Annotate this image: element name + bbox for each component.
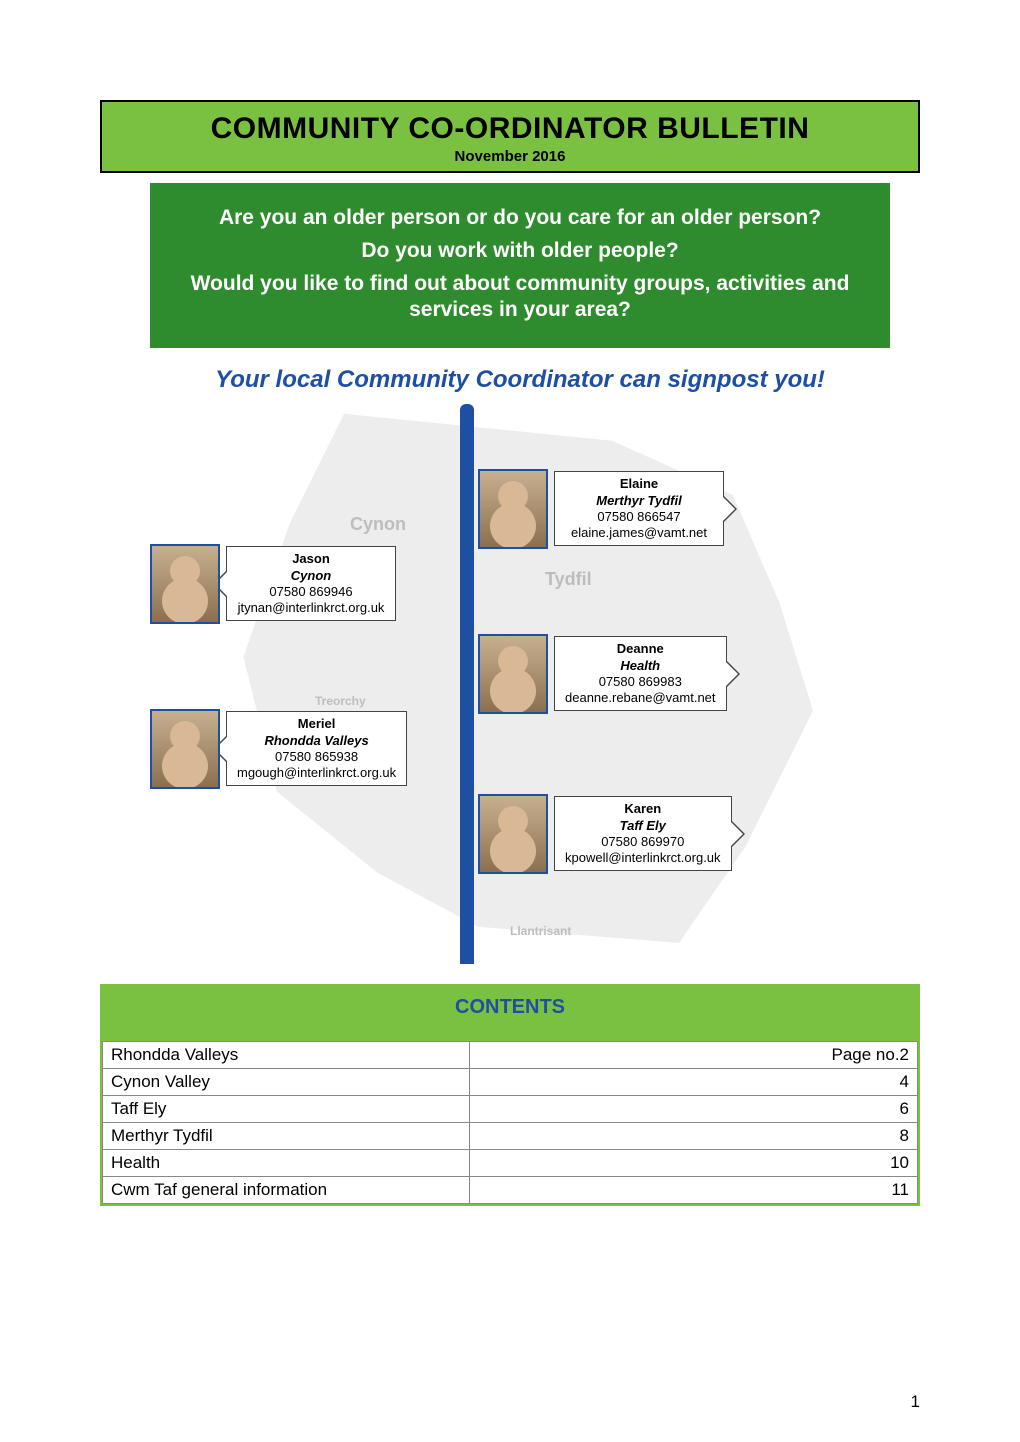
contents-box: CONTENTS Rhondda ValleysPage no.2Cynon V… — [100, 984, 920, 1206]
coordinator-tag: ElaineMerthyr Tydfil07580 866547elaine.j… — [554, 471, 724, 546]
coordinator-elaine: ElaineMerthyr Tydfil07580 866547elaine.j… — [478, 469, 724, 549]
contents-page: 4 — [469, 1068, 917, 1095]
coordinator-deanne: DeanneHealth07580 869983deanne.rebane@va… — [478, 634, 727, 714]
coordinator-phone: 07580 865938 — [237, 749, 396, 765]
contents-table: Rhondda ValleysPage no.2Cynon Valley4Taf… — [102, 1041, 918, 1204]
intro-banner: Are you an older person or do you care f… — [150, 183, 890, 348]
coordinator-name: Meriel — [237, 716, 396, 732]
coordinator-name: Elaine — [565, 476, 713, 492]
coordinator-area: Merthyr Tydfil — [565, 493, 713, 509]
banner-q3: Would you like to find out about communi… — [190, 271, 850, 321]
coordinator-jason: JasonCynon07580 869946jtynan@interlinkrc… — [150, 544, 396, 624]
coordinator-karen: KarenTaff Ely07580 869970kpowell@interli… — [478, 794, 732, 874]
coordinator-photo — [150, 544, 220, 624]
bulletin-title: COMMUNITY CO-ORDINATOR BULLETIN — [102, 112, 918, 146]
coordinator-tag: JasonCynon07580 869946jtynan@interlinkrc… — [226, 546, 396, 621]
coordinator-name: Jason — [237, 551, 385, 567]
map-vertical-bar — [460, 404, 474, 964]
contents-label: Health — [103, 1149, 470, 1176]
contents-row: Cynon Valley4 — [103, 1068, 918, 1095]
coordinator-area: Taff Ely — [565, 818, 721, 834]
contents-label: Rhondda Valleys — [103, 1041, 470, 1068]
coordinator-area: Rhondda Valleys — [237, 733, 396, 749]
contents-page: 8 — [469, 1122, 917, 1149]
banner-q2: Do you work with older people? — [190, 238, 850, 263]
coordinator-name: Karen — [565, 801, 721, 817]
coordinator-tag: DeanneHealth07580 869983deanne.rebane@va… — [554, 636, 727, 711]
contents-label: Cynon Valley — [103, 1068, 470, 1095]
page-number: 1 — [911, 1392, 920, 1412]
coordinator-phone: 07580 866547 — [565, 509, 713, 525]
coordinator-photo — [478, 794, 548, 874]
contents-label: Merthyr Tydfil — [103, 1122, 470, 1149]
contents-row: Merthyr Tydfil8 — [103, 1122, 918, 1149]
coordinator-meriel: MerielRhondda Valleys07580 865938mgough@… — [150, 709, 407, 789]
coordinator-name: Deanne — [565, 641, 716, 657]
contents-page: 10 — [469, 1149, 917, 1176]
coordinator-email: kpowell@interlinkrct.org.uk — [565, 850, 721, 866]
contents-label: Taff Ely — [103, 1095, 470, 1122]
contents-row: Rhondda ValleysPage no.2 — [103, 1041, 918, 1068]
bulletin-header: COMMUNITY CO-ORDINATOR BULLETIN November… — [100, 100, 920, 173]
coordinator-photo — [150, 709, 220, 789]
map-label-treorchy: Treorchy — [315, 694, 366, 708]
coordinator-phone: 07580 869970 — [565, 834, 721, 850]
coordinator-email: mgough@interlinkrct.org.uk — [237, 765, 396, 781]
map-label-llantrisant: Llantrisant — [510, 924, 571, 938]
coordinator-photo — [478, 469, 548, 549]
contents-page: Page no.2 — [469, 1041, 917, 1068]
contents-heading: CONTENTS — [102, 986, 918, 1041]
contents-row: Taff Ely6 — [103, 1095, 918, 1122]
bulletin-date: November 2016 — [102, 148, 918, 165]
coordinator-area: Cynon — [237, 568, 385, 584]
signpost-heading: Your local Community Coordinator can sig… — [150, 366, 890, 394]
coordinator-area: Health — [565, 658, 716, 674]
coordinator-phone: 07580 869946 — [237, 584, 385, 600]
contents-page: 11 — [469, 1176, 917, 1203]
map-label-cynon: Cynon — [350, 514, 406, 535]
contents-row: Cwm Taf general information11 — [103, 1176, 918, 1203]
coordinator-phone: 07580 869983 — [565, 674, 716, 690]
map-label-tydfil: Tydfil — [545, 569, 592, 590]
coordinator-tag: MerielRhondda Valleys07580 865938mgough@… — [226, 711, 407, 786]
coordinator-email: elaine.james@vamt.net — [565, 525, 713, 541]
coordinator-email: jtynan@interlinkrct.org.uk — [237, 600, 385, 616]
coordinator-photo — [478, 634, 548, 714]
coordinator-email: deanne.rebane@vamt.net — [565, 690, 716, 706]
contents-label: Cwm Taf general information — [103, 1176, 470, 1203]
coordinator-tag: KarenTaff Ely07580 869970kpowell@interli… — [554, 796, 732, 871]
contents-page: 6 — [469, 1095, 917, 1122]
coordinator-map: Cynon Tydfil Treorchy Llantrisant JasonC… — [150, 404, 890, 964]
banner-q1: Are you an older person or do you care f… — [190, 205, 850, 230]
contents-row: Health10 — [103, 1149, 918, 1176]
